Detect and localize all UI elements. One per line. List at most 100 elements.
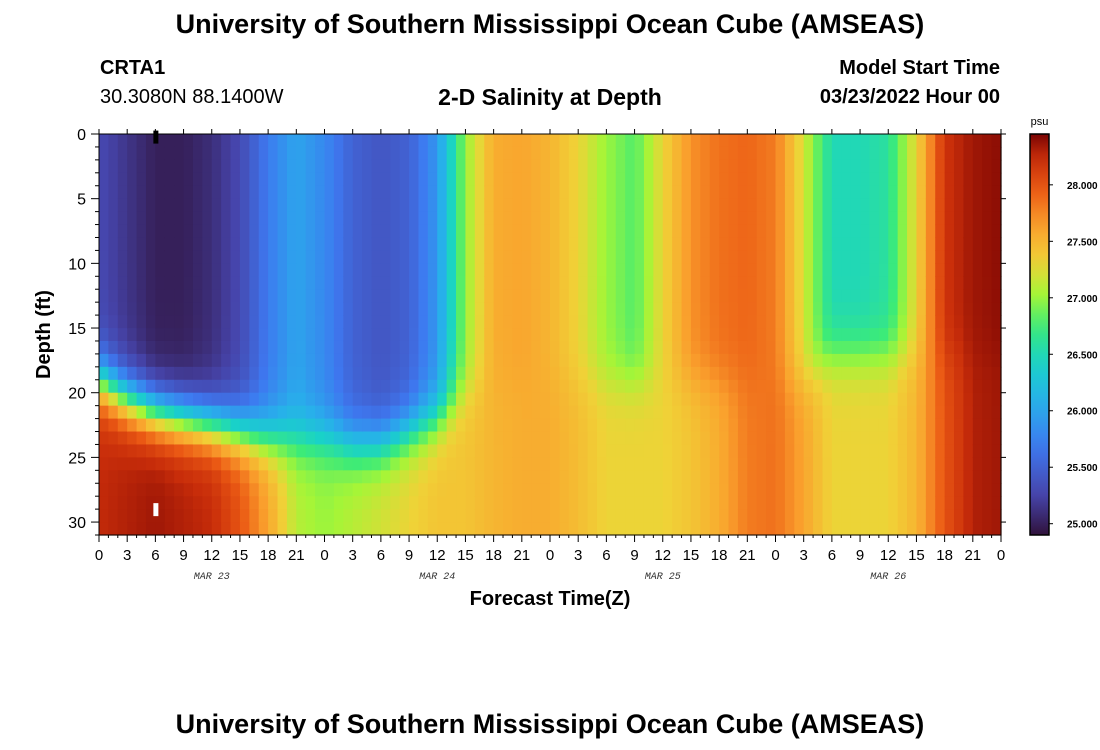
heatmap-cell [813,366,824,381]
heatmap-cell [136,289,147,303]
heatmap-cell [493,302,504,316]
heatmap-cell [907,328,918,342]
heatmap-cell [719,328,730,342]
heatmap-cell [531,405,542,420]
heatmap-cell [211,392,222,407]
heatmap-cell [521,418,532,433]
heatmap-cell [972,392,983,407]
heatmap-cell [277,470,288,484]
heatmap-cell [587,198,598,213]
heatmap-cell [192,405,203,420]
heatmap-cell [888,457,899,471]
heatmap-cell [136,522,147,536]
heatmap-cell [690,496,701,510]
heatmap-cell [954,289,965,303]
heatmap-cell [559,250,570,264]
heatmap-cell [286,315,297,329]
heatmap-cell [775,276,786,290]
heatmap-cell [503,392,514,407]
heatmap-cell [578,470,589,484]
heatmap-cell [399,328,410,342]
heatmap-cell [409,302,420,316]
heatmap-cell [127,185,138,200]
heatmap-cell [991,418,1002,433]
x-tick-label: 12 [203,547,220,564]
heatmap-cell [230,366,241,381]
heatmap-cell [822,392,833,407]
heatmap-cell [878,134,889,148]
heatmap-cell [700,457,711,471]
heatmap-cell [878,211,889,226]
heatmap-cell [719,470,730,484]
heatmap-cell [747,328,758,342]
heatmap-cell [831,315,842,329]
heatmap-cell [503,509,514,523]
heatmap-cell [747,172,758,187]
heatmap-cell [888,185,899,200]
heatmap-cell [474,470,485,484]
heatmap-cell [897,250,908,264]
heatmap-cell [559,353,570,368]
heatmap-cell [108,224,119,239]
heatmap-cell [709,418,720,433]
heatmap-cell [155,418,166,433]
heatmap-cell [145,353,156,368]
heatmap-cell [822,302,833,316]
heatmap-cell [249,289,260,303]
heatmap-cell [643,263,654,277]
heatmap-cell [503,289,514,303]
heatmap-cell [164,405,175,420]
heatmap-cell [296,185,307,200]
heatmap-cell [550,185,560,200]
heatmap-cell [916,289,927,303]
heatmap-cell [944,211,955,226]
heatmap-cell [249,509,260,523]
heatmap-cell [822,431,833,446]
heatmap-cell [296,159,307,174]
heatmap-cell [963,483,974,497]
heatmap-cell [324,224,335,239]
heatmap-cell [315,366,326,381]
heatmap-cell [775,146,786,161]
heatmap-cell [268,353,279,368]
heatmap-cell [747,198,758,213]
heatmap-cell [258,172,269,187]
heatmap-cell [672,444,683,458]
heatmap-cell [728,250,739,264]
heatmap-cell [784,328,795,342]
heatmap-cell [700,328,711,342]
heatmap-cell [474,418,485,433]
heatmap-cell [258,496,269,510]
heatmap-cell [709,315,720,329]
heatmap-cell [409,198,420,213]
heatmap-cell [587,159,598,174]
heatmap-cell [925,134,936,148]
heatmap-cell [352,159,363,174]
heatmap-cell [766,224,777,239]
heatmap-cell [174,263,185,277]
heatmap-cell [456,224,467,239]
heatmap-cell [484,146,495,161]
heatmap-cell [333,237,344,252]
heatmap-cell [437,276,448,290]
heatmap-cell [662,509,673,523]
heatmap-cell [813,224,824,239]
heatmap-cell [503,405,514,420]
heatmap-cell [559,340,570,355]
heatmap-cell [803,302,814,316]
heatmap-cell [221,276,232,290]
heatmap-cell [324,211,335,226]
heatmap-cell [456,457,467,471]
heatmap-cell [380,237,391,252]
heatmap-cell [672,431,683,446]
heatmap-cell [615,302,626,316]
heatmap-cell [465,418,476,433]
x-tick-label: 3 [349,547,357,564]
heatmap-cell [606,431,617,446]
heatmap-cell [747,405,758,420]
heatmap-cell [333,146,344,161]
heatmap-cell [230,263,241,277]
heatmap-cell [700,418,711,433]
heatmap-cell [503,276,514,290]
heatmap-cell [606,172,617,187]
